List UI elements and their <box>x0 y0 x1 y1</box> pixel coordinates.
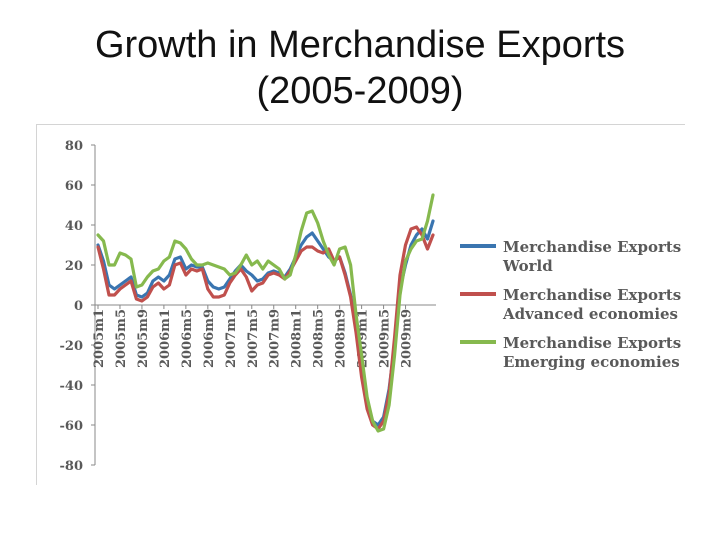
y-tick-label: -60 <box>60 419 84 434</box>
series-line-0 <box>96 219 435 427</box>
y-tick-label: 0 <box>74 299 83 314</box>
x-tick-label: 2006m9 <box>202 309 217 368</box>
y-tick-label: 20 <box>65 259 83 274</box>
x-tick-label: 2008m5 <box>312 309 327 368</box>
chart-frame <box>36 124 685 485</box>
y-tick-label: -20 <box>60 339 84 354</box>
y-tick-label: 80 <box>65 139 83 154</box>
y-tick-label: 60 <box>65 179 83 194</box>
legend-label: World <box>503 257 553 275</box>
slide-title: Growth in Merchandise Exports (2005-2009… <box>0 22 720 114</box>
x-tick-label: 2008m9 <box>334 309 349 368</box>
legend-label: Advanced economies <box>503 305 679 323</box>
series-line-2 <box>96 193 435 433</box>
legend-swatch-emerging <box>460 340 496 344</box>
legend-swatch-world <box>460 244 496 248</box>
title-line-2: (2005-2009) <box>256 70 464 112</box>
x-tick-label: 2009m9 <box>400 309 415 368</box>
y-tick-label: 40 <box>65 219 83 234</box>
legend-item-advanced: Merchandise Exports Advanced economies <box>460 286 700 324</box>
legend-swatch-advanced <box>460 292 496 296</box>
x-tick-label: 2006m5 <box>180 309 195 368</box>
x-tick-label: 2007m1 <box>224 309 239 368</box>
legend-label: Merchandise Exports <box>503 334 682 352</box>
title-line-1: Growth in Merchandise Exports <box>94 24 626 66</box>
x-tick-label: 2007m9 <box>268 309 283 368</box>
legend-item-world: Merchandise Exports World <box>460 238 700 276</box>
legend-item-emerging: Merchandise Exports Emerging economies <box>460 334 700 372</box>
x-tick-label: 2007m5 <box>246 309 261 368</box>
x-tick-label: 2006m1 <box>158 309 173 368</box>
y-tick-label: -80 <box>60 459 84 474</box>
x-tick-label: 2005m5 <box>114 309 129 368</box>
y-tick-label: -40 <box>60 379 84 394</box>
legend-label: Merchandise Exports <box>503 286 682 304</box>
x-tick-label: 2005m1 <box>92 309 107 368</box>
x-tick-label: 2008m1 <box>290 309 305 368</box>
x-tick-label: 2005m9 <box>136 309 151 368</box>
chart-legend: Merchandise Exports World Merchandise Ex… <box>460 238 700 382</box>
x-tick-label: 2009m5 <box>378 309 393 368</box>
legend-label: Emerging economies <box>503 353 680 371</box>
legend-label: Merchandise Exports <box>503 238 682 256</box>
